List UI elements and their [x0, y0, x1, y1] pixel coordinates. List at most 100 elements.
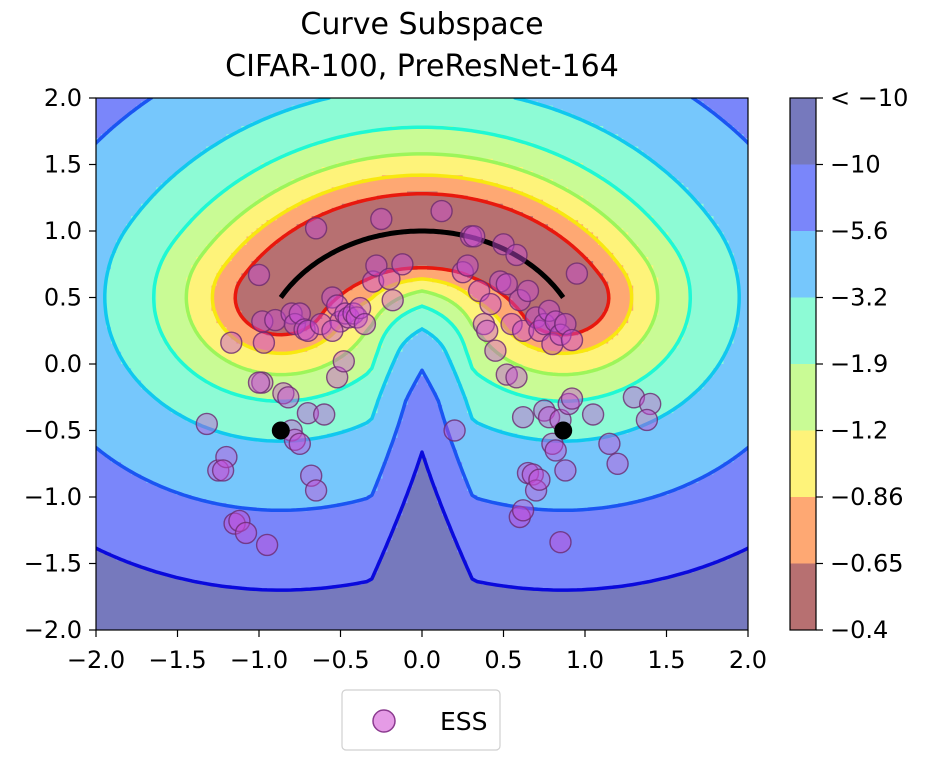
ess-point: [430, 199, 453, 223]
ess-point: [220, 331, 243, 354]
ess-point: [463, 225, 486, 248]
legend: ESS: [341, 689, 501, 751]
ess-point: [500, 312, 523, 336]
ess-point: [505, 366, 528, 389]
ess-point: [635, 408, 659, 432]
y-tick-label: 2.0: [44, 84, 82, 112]
colorbar-label: −5.6: [830, 217, 888, 245]
ess-point: [508, 289, 531, 312]
ess-point: [255, 533, 279, 557]
ess-point: [332, 350, 355, 373]
ess-point: [381, 289, 404, 312]
ess-point: [541, 432, 564, 455]
ess-point: [511, 319, 535, 342]
ess-point: [215, 445, 238, 469]
legend-ess-label: ESS: [440, 707, 488, 736]
ess-point: [353, 312, 377, 336]
colorbar-label: −3.2: [830, 284, 888, 312]
ess-point: [511, 406, 535, 429]
ess-point: [443, 419, 466, 442]
ess-point: [476, 319, 499, 342]
ess-point: [304, 479, 328, 502]
ess-point: [300, 464, 323, 487]
ess-points: [195, 199, 662, 557]
ess-point: [484, 339, 507, 362]
y-tick-label: −1.0: [24, 483, 82, 511]
colorbar-band-1: [790, 164, 816, 232]
y-tick-label: 0.0: [44, 350, 82, 378]
ess-point: [252, 331, 276, 354]
legend-ess-marker: [372, 709, 396, 733]
x-tick-label: 0.0: [403, 646, 441, 674]
ess-point: [211, 459, 235, 482]
ess-point: [288, 432, 311, 455]
y-tick-label: −1.5: [24, 550, 82, 578]
ess-point: [606, 452, 629, 475]
ess-point: [296, 319, 320, 342]
colorbar-band-0: [790, 98, 816, 165]
ess-point: [456, 254, 479, 277]
ess-point: [321, 319, 344, 342]
x-tick-label: 0.5: [484, 646, 522, 674]
ess-point: [554, 459, 577, 482]
chart-title-line-2: CIFAR-100, PreResNet-164: [225, 49, 619, 84]
ess-point: [511, 499, 535, 522]
x-tick-label: −0.5: [311, 646, 369, 674]
ess-point: [195, 412, 219, 436]
ess-point: [479, 292, 502, 316]
x-tick-label: 1.5: [647, 646, 685, 674]
y-tick-label: 0.5: [44, 284, 82, 312]
legend-box: [341, 689, 501, 751]
ess-point: [560, 387, 584, 410]
x-axis: −2.0 −1.5 −1.0 −0.5 0.0 0.5 1.0 1.5 2.0: [67, 630, 767, 674]
colorbar-label: −1.9: [830, 350, 888, 378]
ess-point: [598, 432, 621, 455]
colorbar: < −10 −10 −5.6 −3.2 −1.9 −1.2 −0.86 −0.65 −0.4: [789, 84, 908, 644]
ess-point: [505, 243, 528, 267]
x-tick-label: 2.0: [729, 646, 767, 674]
curve-endpoint-0: [271, 421, 290, 440]
colorbar-band-6: [790, 497, 816, 564]
ess-point: [581, 403, 605, 426]
ess-point: [565, 262, 589, 285]
colorbar-label: −10: [830, 151, 881, 179]
colorbar-band-7: [790, 563, 816, 631]
colorbar-label: < −10: [830, 84, 908, 112]
colorbar-band-5: [790, 430, 816, 498]
ess-point: [544, 439, 567, 462]
colorbar-label: −0.86: [830, 483, 904, 511]
contour-line-2: [103, 98, 741, 443]
ess-point: [370, 207, 393, 231]
contour-line-0: [96, 450, 748, 592]
curve-endpoints: [271, 421, 573, 440]
ess-point: [560, 328, 584, 352]
ess-point: [309, 312, 333, 336]
ess-point: [313, 403, 336, 426]
colorbar-label: −0.4: [830, 616, 888, 644]
ess-point: [247, 371, 271, 394]
ess-point: [296, 402, 320, 425]
curve-endpoint-1: [554, 421, 573, 440]
ess-point: [228, 509, 251, 533]
ess-point: [304, 217, 328, 240]
x-tick-label: −1.5: [148, 646, 206, 674]
ess-point: [528, 468, 551, 491]
colorbar-band-4: [790, 364, 816, 431]
contour-line-3: [151, 125, 693, 403]
colorbar-band-3: [790, 297, 816, 365]
ess-point: [549, 323, 572, 346]
contour-plot-area: [96, 98, 748, 630]
x-tick-label: −1.0: [230, 646, 288, 674]
ess-point: [516, 279, 540, 303]
y-tick-label: −2.0: [24, 616, 82, 644]
ess-point: [277, 386, 300, 409]
colorbar-label: −1.2: [830, 417, 888, 445]
y-tick-label: −0.5: [24, 417, 82, 445]
ess-point: [537, 299, 561, 322]
ess-point: [247, 263, 271, 287]
y-tick-label: 1.0: [44, 217, 82, 245]
colorbar-band-2: [790, 231, 816, 298]
chart-title-line-1: Curve Subspace: [300, 7, 543, 42]
ess-point: [234, 521, 258, 545]
